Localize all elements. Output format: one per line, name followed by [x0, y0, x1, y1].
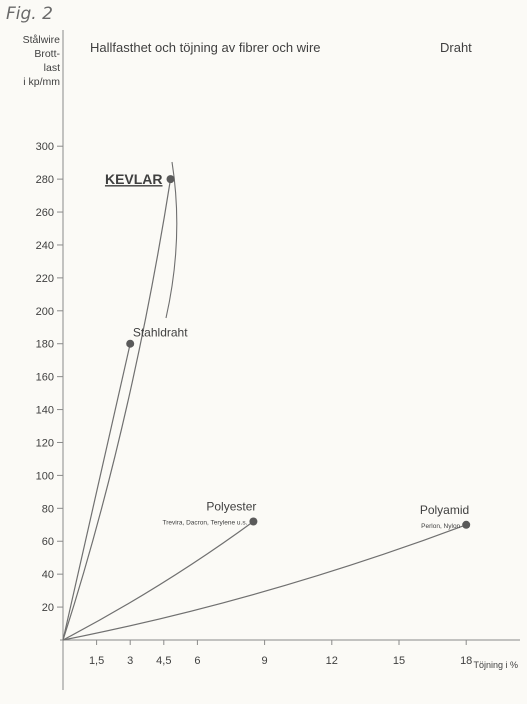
y-axis-label-line: last — [44, 62, 60, 74]
series-sublabel-polyester: Trevira, Dacron, Terylene u.s. — [162, 519, 247, 526]
polyester-point — [249, 517, 258, 526]
y-tick-label: 160 — [36, 372, 54, 384]
y-axis-label-line: Stålwire — [23, 34, 61, 46]
y-tick-label: 260 — [36, 207, 54, 219]
stahldraht-point — [126, 339, 135, 348]
y-tick-label: 300 — [36, 141, 54, 153]
polyamid-point — [462, 520, 471, 529]
y-tick-label: 80 — [42, 503, 54, 515]
x-axis-label: Töjning i % — [473, 660, 518, 670]
y-tick-label: 180 — [36, 339, 54, 351]
y-tick-label: 60 — [42, 536, 54, 548]
y-tick-label: 220 — [36, 273, 54, 285]
series-label-stahldraht: Stahldraht — [133, 326, 188, 340]
x-tick-label: 6 — [194, 655, 200, 667]
stahldraht-line — [62, 343, 131, 641]
chart-title: Hallfasthet och töjning av fibrer och wi… — [90, 40, 321, 55]
x-tick-label: 15 — [393, 655, 405, 667]
series-label-polyamid: Polyamid — [420, 503, 469, 517]
y-tick-label: 280 — [36, 174, 54, 186]
y-tick-label: 200 — [36, 306, 54, 318]
y-axis-label-line: Brott- — [34, 48, 60, 60]
y-tick-label: 20 — [42, 602, 54, 614]
series-sublabel-polyamid: Perlon, Nylon — [421, 523, 460, 530]
series-label-polyester: Polyester — [206, 499, 256, 513]
x-tick-label: 4,5 — [156, 655, 171, 667]
x-tick-label: 9 — [262, 655, 268, 667]
y-tick-label: 240 — [36, 240, 54, 252]
y-tick-label: 140 — [36, 405, 54, 417]
y-tick-label: 120 — [36, 437, 54, 449]
kevlar-line — [62, 179, 172, 641]
x-ticks: 1,5 3 4,5 6 9 12 15 18 — [89, 640, 472, 667]
x-tick-label: 3 — [127, 655, 133, 667]
x-tick-label: 1,5 — [89, 655, 104, 667]
series-group: KEVLAR Stahldraht Polyester Trevira, Dacron… — [62, 171, 471, 641]
series-label-kevlar: KEVLAR — [105, 171, 163, 187]
kevlar-point — [166, 175, 175, 184]
x-tick-label: 18 — [460, 655, 472, 667]
y-ticks: 20 40 60 80 100 120 140 160 180 200 220 240 260 280 30… — [36, 141, 63, 614]
polyester-line — [62, 521, 254, 641]
kevlar-bracket — [165, 161, 178, 319]
polyamid-line — [62, 524, 467, 641]
figure-label: Fig. 2 — [6, 4, 53, 24]
y-axis-label: Stålwire Brott-last i kp/mm — [23, 34, 61, 88]
x-tick-label: 12 — [326, 655, 338, 667]
y-tick-label: 40 — [42, 569, 54, 581]
y-tick-label: 100 — [36, 470, 54, 482]
y-axis-label-line: i kp/mm — [23, 76, 60, 88]
chart-title-right: Draht — [440, 40, 472, 55]
